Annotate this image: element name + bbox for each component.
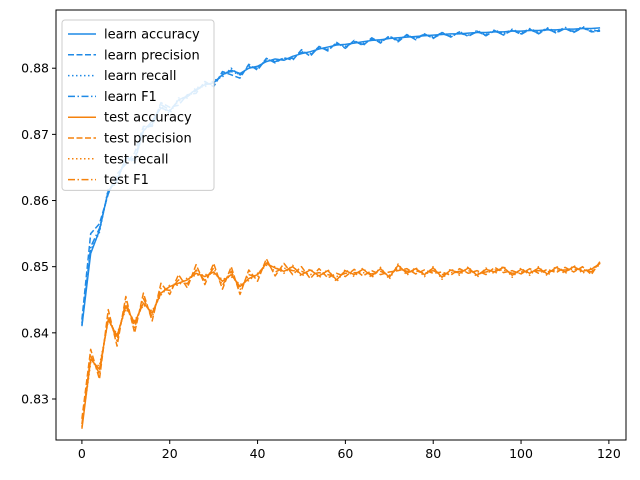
- legend-label: learn F1: [104, 90, 157, 105]
- x-tick-label: 100: [509, 446, 533, 461]
- legend-label: learn precision: [104, 48, 200, 63]
- x-tick-label: 60: [337, 446, 353, 461]
- y-axis: 0.83 0.84 0.85 0.86 0.87 0.88: [21, 61, 56, 406]
- y-tick-label: 0.85: [21, 259, 49, 274]
- x-axis: 0 20 40 60 80 100 120: [78, 440, 621, 461]
- legend-box: [61, 19, 215, 191]
- x-tick-label: 0: [78, 446, 86, 461]
- y-tick-label: 0.86: [21, 193, 49, 208]
- legend-label: test precision: [104, 132, 192, 147]
- x-tick-label: 40: [250, 446, 266, 461]
- series-line-test-f1: [81, 261, 601, 425]
- legend-label: learn accuracy: [104, 28, 200, 43]
- legend: learn accuracy learn precision learn recal…: [61, 19, 215, 191]
- y-tick-label: 0.84: [21, 325, 49, 340]
- y-tick-label: 0.88: [21, 61, 49, 76]
- plot-frame: [55, 9, 627, 441]
- y-tick-label: 0.83: [21, 391, 49, 406]
- y-tick-label: 0.87: [21, 127, 49, 142]
- legend-label: test recall: [104, 152, 169, 167]
- legend-label: test F1: [104, 173, 149, 188]
- x-tick-label: 80: [425, 446, 441, 461]
- legend-label: learn recall: [104, 69, 176, 84]
- series-line-learn-f1: [81, 27, 601, 325]
- x-tick-label: 20: [162, 446, 178, 461]
- x-tick-label: 120: [597, 446, 621, 461]
- legend-label: test accuracy: [104, 111, 192, 126]
